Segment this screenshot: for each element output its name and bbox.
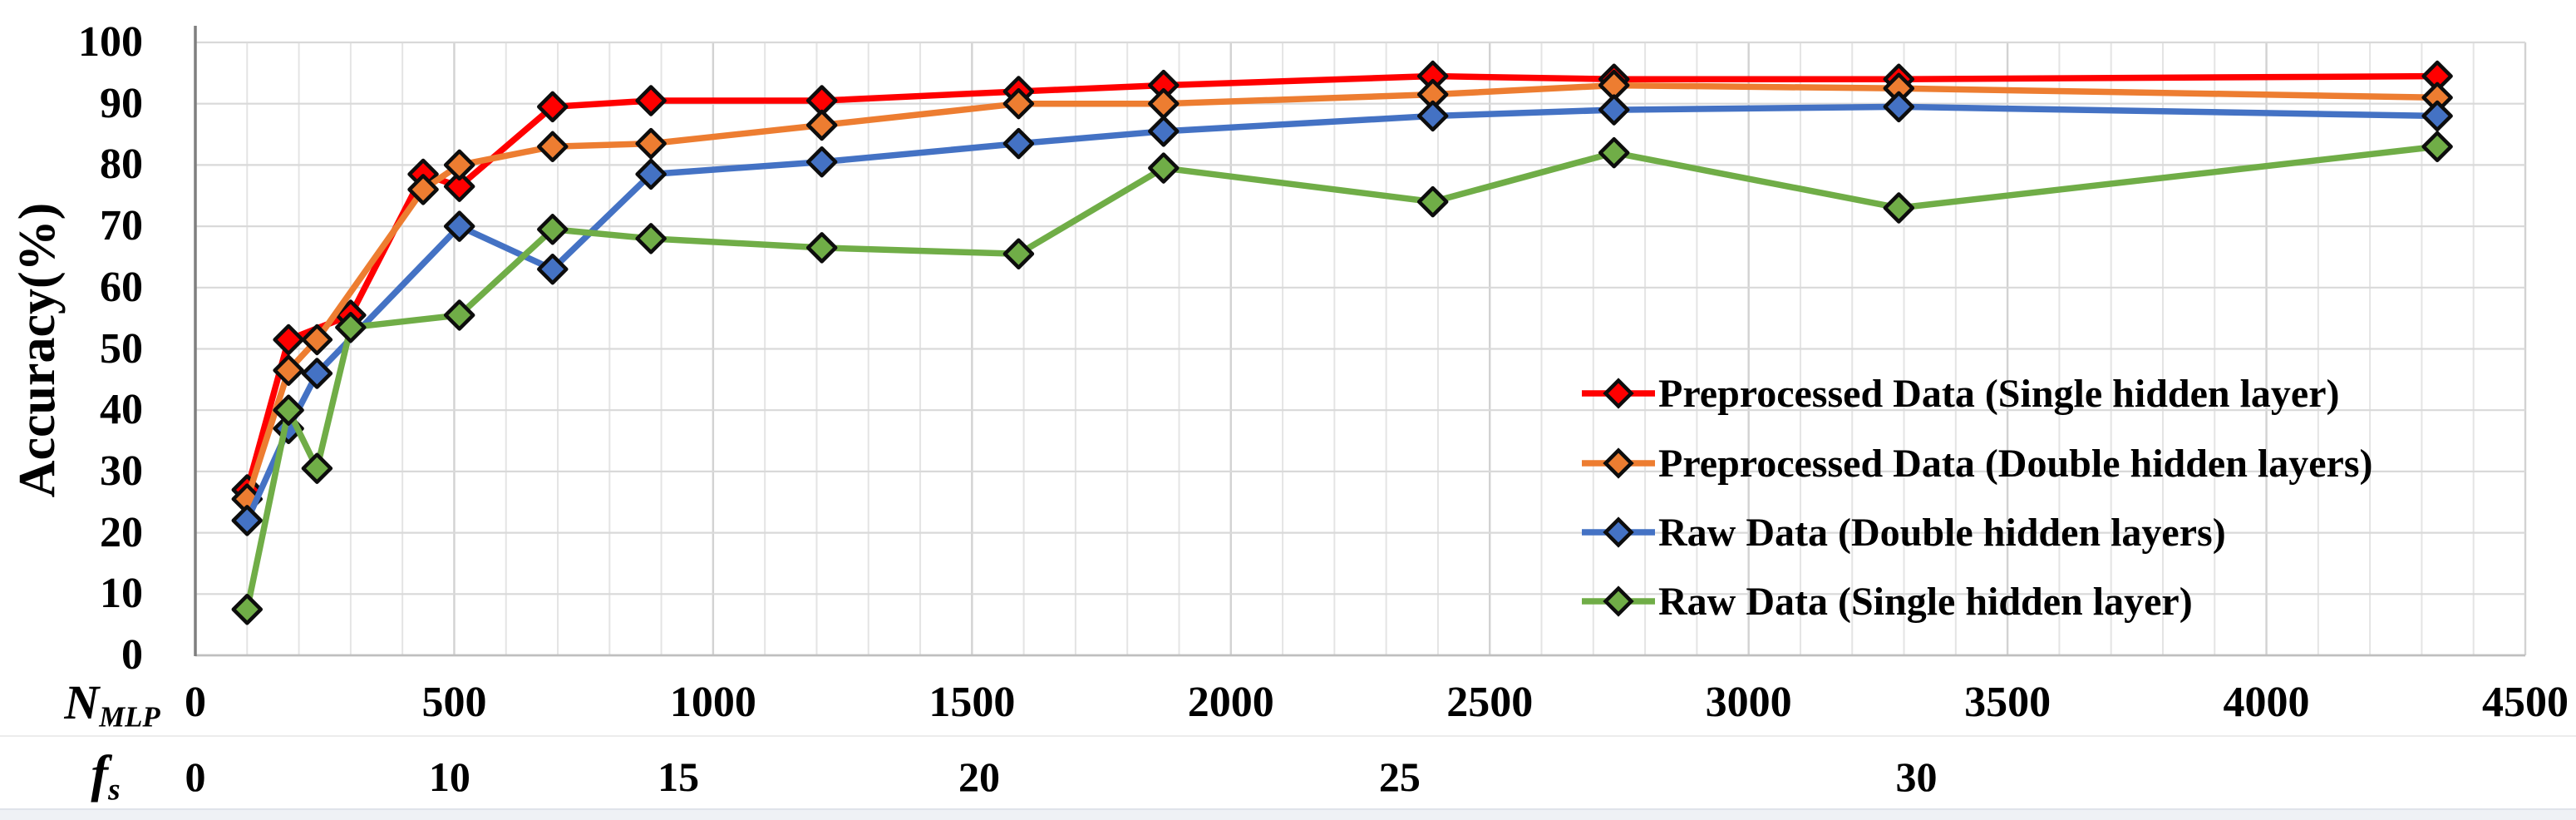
data-point (2421, 131, 2453, 163)
legend-diamond-icon (1603, 447, 1634, 479)
legend-label: Preprocessed Data (Double hidden layers) (1658, 441, 2373, 486)
data-point (1883, 91, 1915, 123)
data-point (1416, 185, 1449, 218)
x-tick-label: 1000 (669, 679, 756, 726)
data-point (805, 109, 838, 141)
data-point (301, 324, 333, 356)
y-tick-label: 80 (100, 141, 143, 189)
x-axis-row-label-nmlp: NMLP (33, 674, 191, 747)
legend-diamond-icon (1603, 378, 1634, 409)
data-point (805, 146, 838, 178)
data-point (1416, 100, 1449, 132)
data-point (443, 299, 475, 331)
legend-diamond-icon (1603, 516, 1634, 548)
x-tick-label: 4500 (2482, 679, 2569, 726)
data-point (443, 170, 475, 202)
data-point (1148, 116, 1180, 147)
data-point (231, 505, 264, 536)
fs-tick-label: 30 (1895, 753, 1938, 800)
data-point (301, 358, 333, 389)
x-tick-label: 500 (421, 679, 487, 726)
y-tick-label: 90 (100, 79, 143, 127)
data-point (1002, 87, 1035, 120)
series-line-0 (244, 72, 2441, 493)
x-tick-label: 1500 (928, 679, 1016, 726)
data-point (1148, 87, 1180, 120)
series-line-1 (244, 82, 2441, 502)
data-point (1598, 136, 1630, 169)
y-tick-label: 50 (100, 324, 143, 373)
series-line-3 (244, 143, 2441, 613)
fs-symbol: f (91, 746, 109, 803)
data-point (407, 174, 439, 205)
fs-subscript: s (108, 773, 121, 808)
legend-marker-icon (1582, 585, 1655, 617)
y-tick-label: 20 (100, 508, 143, 556)
data-point (537, 253, 569, 285)
data-point (1883, 192, 1915, 224)
data-point (537, 91, 569, 123)
y-tick-label: 60 (100, 263, 143, 311)
data-point (273, 394, 304, 426)
x-axis-row-label-fs: fs (60, 743, 151, 820)
data-point (537, 214, 569, 245)
data-point (635, 85, 667, 116)
fs-tick-label: 15 (658, 753, 700, 800)
legend-label: Raw Data (Double hidden layers) (1658, 510, 2226, 555)
y-tick-label: 40 (100, 386, 143, 434)
data-point (537, 131, 569, 163)
x-tick-label: 4000 (2223, 679, 2310, 726)
x-tick-label: 2000 (1187, 679, 1274, 726)
data-point (301, 452, 333, 484)
data-point (443, 149, 475, 181)
legend-item-2: Raw Data (Double hidden layers) (1581, 506, 2226, 558)
data-point (1002, 127, 1035, 160)
axis-rows-divider (0, 735, 2576, 737)
y-tick-label: 100 (78, 18, 143, 66)
legend-marker-icon (1582, 378, 1655, 409)
legend-marker-icon (1582, 447, 1655, 479)
data-point (273, 324, 304, 356)
data-point (443, 210, 475, 242)
fs-tick-label: 10 (428, 753, 470, 800)
nmlp-subscript: MLP (99, 700, 160, 734)
data-point (805, 232, 838, 264)
data-point (1598, 94, 1630, 126)
data-point (335, 311, 367, 343)
x-tick-label: 3500 (1964, 679, 2051, 726)
y-tick-label: 30 (100, 447, 143, 495)
data-point (1148, 152, 1180, 184)
y-tick-label: 0 (121, 631, 143, 679)
legend-item-3: Raw Data (Single hidden layer) (1581, 575, 2193, 627)
legend-marker-icon (1582, 516, 1655, 548)
y-tick-label: 70 (100, 202, 143, 250)
data-point (635, 158, 667, 190)
legend-diamond-icon (1603, 585, 1634, 617)
data-point (635, 127, 667, 160)
legend-label: Preprocessed Data (Single hidden layer) (1658, 371, 2340, 416)
data-point (231, 593, 264, 625)
fs-tick-label: 20 (958, 753, 1001, 800)
fs-tick-label: 0 (185, 753, 206, 800)
data-point (1002, 238, 1035, 270)
x-tick-label: 0 (185, 679, 206, 726)
x-tick-label: 2500 (1446, 679, 1534, 726)
data-point (273, 354, 304, 387)
legend-item-1: Preprocessed Data (Double hidden layers) (1581, 437, 2373, 489)
y-tick-label: 10 (100, 570, 143, 618)
fs-tick-label: 25 (1378, 753, 1421, 800)
legend-item-0: Preprocessed Data (Single hidden layer) (1581, 368, 2340, 419)
page-bottom-strip (0, 808, 2576, 820)
data-point (2421, 100, 2453, 132)
nmlp-symbol: N (64, 675, 100, 729)
legend-label: Raw Data (Single hidden layer) (1658, 579, 2193, 624)
data-point (635, 223, 667, 254)
x-tick-label: 3000 (1705, 679, 1792, 726)
